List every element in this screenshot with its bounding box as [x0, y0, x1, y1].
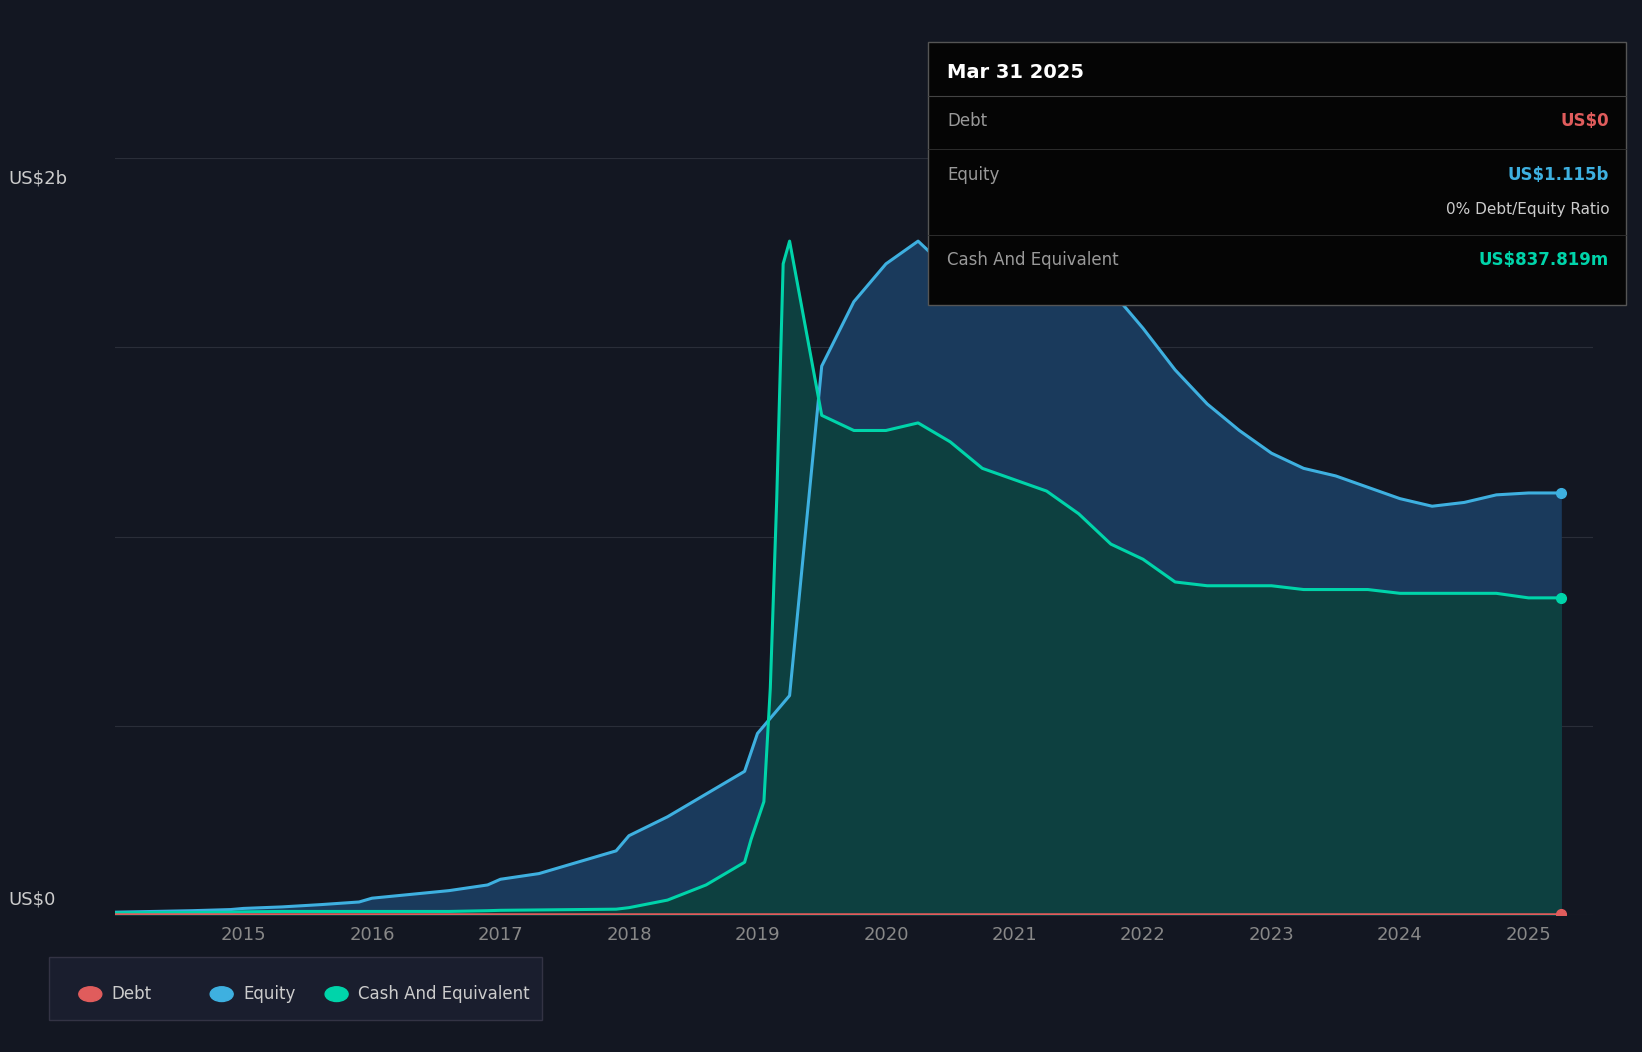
Text: Cash And Equivalent: Cash And Equivalent: [947, 251, 1120, 269]
Text: Debt: Debt: [112, 985, 151, 1004]
Text: 0% Debt/Equity Ratio: 0% Debt/Equity Ratio: [1445, 202, 1609, 218]
Text: Equity: Equity: [947, 165, 1000, 184]
Text: Cash And Equivalent: Cash And Equivalent: [358, 985, 530, 1004]
Text: Mar 31 2025: Mar 31 2025: [947, 63, 1084, 82]
Text: Equity: Equity: [243, 985, 296, 1004]
Text: US$2b: US$2b: [8, 169, 67, 188]
Text: US$837.819m: US$837.819m: [1479, 251, 1609, 269]
Text: US$0: US$0: [8, 890, 56, 909]
Text: US$0: US$0: [1560, 112, 1609, 130]
Text: US$1.115b: US$1.115b: [1507, 165, 1609, 184]
Text: Debt: Debt: [947, 112, 987, 130]
